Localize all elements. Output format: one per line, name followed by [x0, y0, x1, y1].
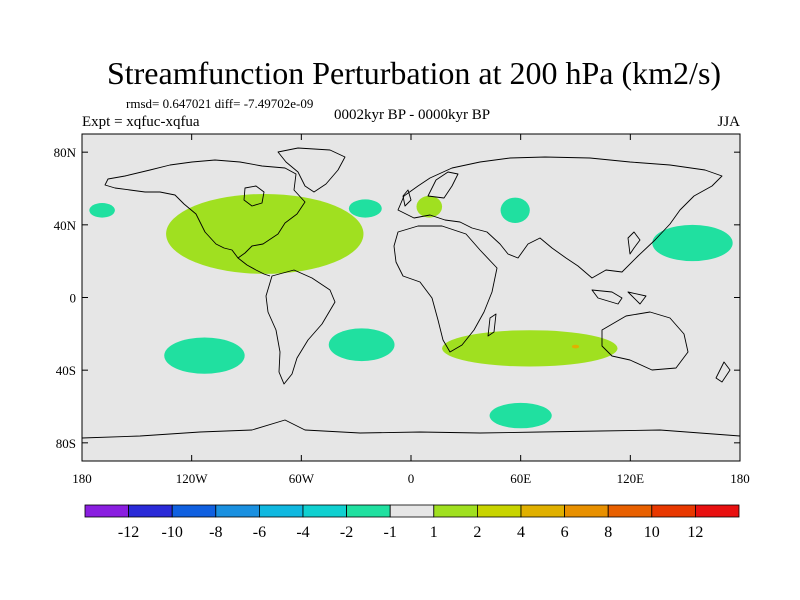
anomaly-europe: [416, 195, 443, 218]
colorbar-label: -10: [162, 524, 183, 541]
anomaly-pos-max-southern-indian: [571, 344, 580, 349]
anomaly-southern-indian-band: [442, 330, 618, 367]
hudson-bay-coastline: [243, 185, 265, 207]
south-america-coastline: [265, 269, 336, 385]
new-zealand-coastline: [715, 361, 731, 383]
anomaly-north-pacific-west: [89, 203, 115, 218]
anomaly-south-pacific-east: [164, 337, 245, 374]
colorbar-label: 1: [430, 524, 438, 541]
anomaly-north-atlantic-central: [348, 199, 382, 218]
colorbar-bin: [302, 504, 347, 518]
chart-title: Streamfunction Perturbation at 200 hPa (…: [107, 55, 721, 91]
season-label: JJA: [717, 114, 740, 130]
colorbar-bin: [84, 504, 129, 518]
anomaly-northwest-pacific: [652, 224, 733, 262]
indonesia-coastline: [591, 289, 647, 305]
y-tick-label: 0: [70, 291, 77, 306]
anomaly-layer: [89, 193, 733, 429]
colorbar-bin: [433, 504, 478, 518]
colorbar: -12 -10 -8 -6 -4 -2 -1 1 2 4 6 8 10 12: [84, 504, 740, 541]
x-tick-label: 60W: [289, 471, 315, 486]
y-tick-label: 40N: [54, 218, 77, 233]
x-tick-label: 0: [408, 471, 415, 486]
colorbar-bin: [607, 504, 653, 518]
eurasia-coastline: [397, 156, 723, 279]
colorbar-bin: [128, 504, 173, 518]
colorbar-bin: [564, 504, 609, 518]
x-tick-label: 120W: [176, 471, 209, 486]
madagascar-coastline: [487, 313, 497, 337]
colorbar-label: 4: [517, 524, 525, 541]
stats-line: rmsd= 0.647021 diff= -7.49702e-09: [126, 96, 313, 111]
colorbar-bin: [476, 504, 522, 518]
colorbar-bin: [389, 504, 435, 518]
y-tick-label: 40S: [56, 363, 76, 378]
british-isles-coastline: [402, 189, 412, 207]
x-tick-label: 180: [730, 471, 750, 486]
north-america-coastline: [104, 159, 306, 259]
colorbar-label: -6: [253, 524, 266, 541]
africa-coastline: [393, 225, 498, 353]
anomaly-central-asia: [500, 197, 530, 224]
map-panel: 180 120W 60W 0 60E 120E 180 80N 40N 0 40S 80S: [54, 133, 750, 486]
coastlines: [82, 147, 740, 439]
y-tick-label: 80N: [54, 145, 77, 160]
map-background: [82, 134, 740, 461]
colorbar-label: 8: [604, 524, 612, 541]
colorbar-bin: [258, 504, 304, 518]
colorbar-label: 6: [561, 524, 569, 541]
central-america-coastline: [237, 257, 271, 277]
scandinavia-coastline: [427, 171, 459, 199]
x-tick-label: 60E: [510, 471, 531, 486]
x-tick-label: 120E: [617, 471, 645, 486]
colorbar-label: -4: [296, 524, 309, 541]
colorbar-label: 10: [644, 524, 660, 541]
colorbar-bin: [695, 504, 740, 518]
colorbar-bin: [215, 504, 260, 518]
japan-coastline: [627, 231, 641, 255]
australia-coastline: [601, 311, 689, 371]
colorbar-label: -12: [118, 524, 139, 541]
colorbar-label: -2: [340, 524, 353, 541]
colorbar-label: -1: [384, 524, 397, 541]
experiment-label: Expt = xqfuc-xqfua: [82, 114, 200, 130]
axis-ticks: 180 120W 60W 0 60E 120E 180 80N 40N 0 40S 80S: [54, 134, 750, 486]
colorbar-label: 12: [687, 524, 703, 541]
y-tick-label: 80S: [56, 436, 76, 451]
antarctica-coastline: [82, 419, 740, 439]
x-tick-label: 180: [72, 471, 92, 486]
colorbar-label: 2: [473, 524, 481, 541]
colorbar-bin: [651, 504, 696, 518]
anomaly-south-atlantic: [328, 328, 395, 362]
anomaly-southern-indian-ocean: [489, 402, 552, 429]
anomaly-north-america-atlantic-band: [166, 193, 364, 274]
colorbar-label: -8: [209, 524, 222, 541]
time-range-label: 0002kyr BP - 0000kyr BP: [334, 107, 490, 123]
colorbar-bin: [171, 504, 217, 518]
colorbar-bin: [346, 504, 391, 518]
colorbar-bin: [520, 504, 565, 518]
greenland-coastline: [277, 147, 346, 193]
